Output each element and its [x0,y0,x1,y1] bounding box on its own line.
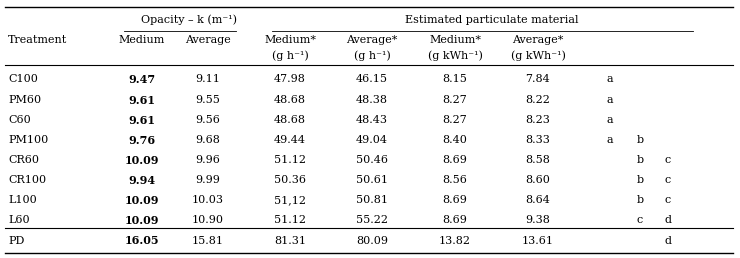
Text: 9.96: 9.96 [195,155,221,165]
Text: d: d [665,215,671,225]
Text: 10.09: 10.09 [125,155,159,165]
Text: 9.94: 9.94 [129,174,155,186]
Text: CR60: CR60 [8,155,39,165]
Text: d: d [665,236,671,246]
Text: (g kWh⁻¹): (g kWh⁻¹) [428,51,482,61]
Text: b: b [636,175,644,185]
Text: (g kWh⁻¹): (g kWh⁻¹) [511,51,565,61]
Text: L100: L100 [8,195,37,205]
Text: 55.22: 55.22 [356,215,388,225]
Text: 8.40: 8.40 [443,135,468,145]
Text: 9.61: 9.61 [129,94,155,106]
Text: 51,12: 51,12 [274,195,306,205]
Text: c: c [665,195,671,205]
Text: 15.81: 15.81 [192,236,224,246]
Text: PD: PD [8,236,24,246]
Text: 10.03: 10.03 [192,195,224,205]
Text: 10.90: 10.90 [192,215,224,225]
Text: 9.61: 9.61 [129,115,155,125]
Text: 8.64: 8.64 [525,195,551,205]
Text: 50.36: 50.36 [274,175,306,185]
Text: 8.69: 8.69 [443,215,468,225]
Text: (g h⁻¹): (g h⁻¹) [354,51,391,61]
Text: c: c [665,155,671,165]
Text: 9.47: 9.47 [129,74,155,85]
Text: C100: C100 [8,74,38,84]
Text: 8.23: 8.23 [525,115,551,125]
Text: 50.46: 50.46 [356,155,388,165]
Text: b: b [636,135,644,145]
Text: 49.04: 49.04 [356,135,388,145]
Text: 8.69: 8.69 [443,195,468,205]
Text: Treatment: Treatment [8,35,67,45]
Text: 50.81: 50.81 [356,195,388,205]
Text: 9.76: 9.76 [129,134,155,146]
Text: PM100: PM100 [8,135,48,145]
Text: 13.61: 13.61 [522,236,554,246]
Text: a: a [607,95,613,105]
Text: 48.43: 48.43 [356,115,388,125]
Text: 51.12: 51.12 [274,215,306,225]
Text: 9.56: 9.56 [195,115,221,125]
Text: Opacity – k (m⁻¹): Opacity – k (m⁻¹) [141,15,237,25]
Text: Average*: Average* [346,35,397,45]
Text: 9.68: 9.68 [195,135,221,145]
Text: c: c [637,215,643,225]
Text: b: b [636,155,644,165]
Text: 9.55: 9.55 [195,95,221,105]
Text: 7.84: 7.84 [525,74,551,84]
Text: 48.68: 48.68 [274,95,306,105]
Text: Medium*: Medium* [429,35,481,45]
Text: Medium*: Medium* [264,35,316,45]
Text: 48.38: 48.38 [356,95,388,105]
Text: Medium: Medium [119,35,165,45]
Text: 50.61: 50.61 [356,175,388,185]
Text: 8.27: 8.27 [443,115,468,125]
Text: 8.33: 8.33 [525,135,551,145]
Text: Average*: Average* [512,35,564,45]
Text: L60: L60 [8,215,30,225]
Text: 8.58: 8.58 [525,155,551,165]
Text: 48.68: 48.68 [274,115,306,125]
Text: 80.09: 80.09 [356,236,388,246]
Text: 81.31: 81.31 [274,236,306,246]
Text: Average: Average [185,35,231,45]
Text: 10.09: 10.09 [125,195,159,206]
Text: 8.22: 8.22 [525,95,551,105]
Text: 10.09: 10.09 [125,214,159,225]
Text: a: a [607,135,613,145]
Text: c: c [665,175,671,185]
Text: a: a [607,74,613,84]
Text: b: b [636,195,644,205]
Text: a: a [607,115,613,125]
Text: 9.11: 9.11 [195,74,221,84]
Text: 8.69: 8.69 [443,155,468,165]
Text: 49.44: 49.44 [274,135,306,145]
Text: 8.27: 8.27 [443,95,468,105]
Text: 8.15: 8.15 [443,74,468,84]
Text: 51.12: 51.12 [274,155,306,165]
Text: 46.15: 46.15 [356,74,388,84]
Text: 8.56: 8.56 [443,175,468,185]
Text: Estimated particulate material: Estimated particulate material [405,15,578,25]
Text: (g h⁻¹): (g h⁻¹) [272,51,309,61]
Text: 9.38: 9.38 [525,215,551,225]
Text: C60: C60 [8,115,31,125]
Text: 47.98: 47.98 [274,74,306,84]
Text: CR100: CR100 [8,175,46,185]
Text: 8.60: 8.60 [525,175,551,185]
Text: 9.99: 9.99 [195,175,221,185]
Text: PM60: PM60 [8,95,41,105]
Text: 13.82: 13.82 [439,236,471,246]
Text: 16.05: 16.05 [124,236,159,246]
